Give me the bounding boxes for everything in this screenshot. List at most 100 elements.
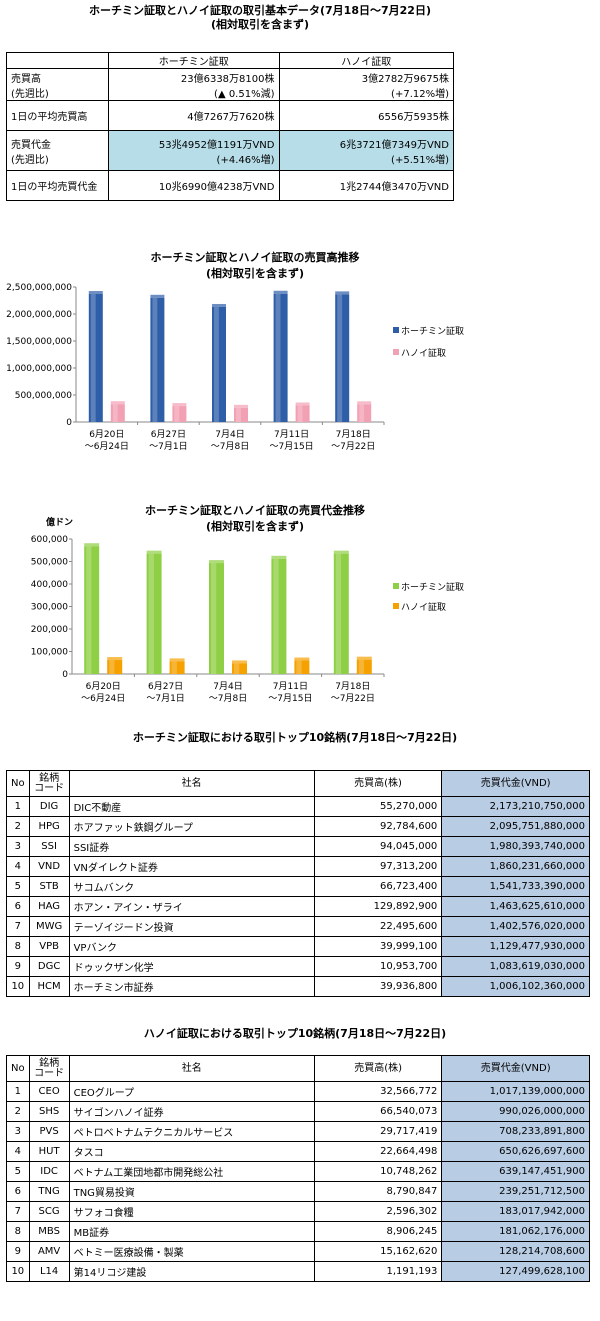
cell-value: 1,083,619,030,000: [441, 956, 590, 977]
row-label: 売買高 (先週比): [6, 68, 109, 101]
summary-title: ホーチミン証取とハノイ証取の取引基本データ(7月18日～7月22日): [89, 4, 431, 17]
bar-highlight: [112, 404, 118, 422]
y-tick-label: 500,000: [31, 558, 68, 568]
table-row: 4 HUT タスコ 22,664,498 650,626,697,600: [6, 1141, 590, 1162]
chart-legend: ホーチミン証取 ハノイ証取: [393, 581, 464, 613]
x-tick-label: 6月27日: [148, 681, 183, 692]
bar-cap: [169, 658, 185, 662]
cell-value: 1,017,139,000,000: [441, 1081, 590, 1102]
bar-hcm: [209, 563, 224, 674]
cell-no: 5: [6, 1161, 30, 1182]
cell-volume: 22,495,600: [313, 916, 443, 937]
hn-avg-volume: 6556万5935株: [278, 100, 454, 131]
cell-no: 3: [6, 836, 30, 857]
col-name: 社名: [68, 770, 315, 797]
cell-name: ホアン・アイン・ザライ: [68, 896, 315, 917]
bar-highlight: [236, 407, 241, 422]
bar-hn: [110, 404, 125, 422]
cell-name: CEOグループ: [68, 1081, 315, 1102]
bar-hn: [294, 660, 310, 674]
cell-no: 4: [6, 856, 30, 877]
y-tick-label: 0: [66, 418, 72, 428]
cell-volume: 8,906,245: [313, 1221, 443, 1242]
cell-code: AMV: [28, 1241, 70, 1262]
x-tick-label: 7月11日: [274, 429, 309, 440]
cell-name: VNダイレクト証券: [68, 856, 315, 877]
bar-cap: [273, 290, 288, 294]
bar-hn: [357, 404, 372, 422]
table-row: 10 HCM ホーチミン市証券 39,936,800 1,006,102,360,000: [6, 976, 590, 997]
bar-highlight: [234, 663, 240, 674]
hn-avg-value: 1兆2744億3470万VND: [278, 170, 454, 201]
y-tick-label: 2,000,000,000: [6, 310, 72, 320]
x-tick-label-2: ～7月8日: [209, 693, 247, 704]
bar-cap: [150, 294, 165, 298]
chart-subtitle: (相対取引を含まず): [206, 519, 304, 533]
bar-cap: [146, 550, 162, 554]
chart-title: ホーチミン証取とハノイ証取の売買代金推移: [145, 503, 365, 517]
x-tick-label: 7月4日: [215, 429, 244, 440]
bar-cap: [209, 560, 224, 564]
bar-highlight: [275, 293, 281, 422]
table-row: 1 DIG DIC不動産 55,270,000 2,173,210,750,000: [6, 796, 590, 817]
cell-name: テーゾイジードン投資: [68, 916, 315, 937]
hcm-volume: 23億6338万8100株 (▲ 0.51%減): [107, 68, 280, 101]
bar-cap: [357, 401, 372, 405]
cell-code: CEO: [28, 1081, 70, 1102]
row-label: 1日の平均売買代金: [6, 170, 109, 201]
cell-volume: 66,540,073: [313, 1101, 443, 1122]
cell-name: TNG貿易投資: [68, 1181, 315, 1202]
summary-subtitle: (相対取引を含まず): [210, 18, 310, 31]
cell-no: 5: [6, 876, 30, 897]
cell-no: 10: [6, 1261, 30, 1282]
bar-hn: [107, 660, 123, 674]
bar-highlight: [152, 297, 158, 422]
hcm-avg-value: 10兆6990億4238万VND: [107, 170, 280, 201]
bar-highlight: [90, 294, 96, 422]
cell-value: 1,541,733,390,000: [441, 876, 590, 897]
hn-volume: 3億2782万9675株 (+7.12%増): [278, 68, 454, 101]
bar-highlight: [337, 294, 343, 422]
cell-value: 1,860,231,660,000: [441, 856, 590, 877]
summary-row-value: 売買代金 (先週比) 53兆4952億1191万VND (+4.46%増) 6兆37…: [6, 130, 454, 171]
hcm-avg-volume: 4億7267万7620株: [107, 100, 280, 131]
y-tick-label: 2,500,000,000: [6, 283, 72, 293]
cell-no: 9: [6, 1241, 30, 1262]
summary-row-avg-value: 1日の平均売買代金 10兆6990億4238万VND 1兆2744億3470万V…: [6, 170, 454, 201]
cell-value: 128,214,708,600: [441, 1241, 590, 1262]
y-tick-label: 200,000: [31, 625, 68, 635]
cell-volume: 22,664,498: [313, 1141, 443, 1162]
col-value: 売買代金(VND): [441, 1055, 590, 1082]
cell-code: VPB: [28, 936, 70, 957]
table-row: 9 DGC ドゥックザン化学 10,953,700 1,083,619,030,000: [6, 956, 590, 977]
cell-value: 1,129,477,930,000: [441, 936, 590, 957]
bar-hn: [356, 659, 372, 674]
chart-unit: 億ドン: [46, 516, 73, 528]
cell-value: 708,233,891,800: [441, 1121, 590, 1142]
x-tick-label-2: ～7月22日: [331, 441, 375, 452]
cell-code: SHS: [28, 1101, 70, 1122]
row-label: 売買代金 (先週比): [6, 130, 109, 171]
cell-code: DIG: [28, 796, 70, 817]
cell-value: 2,173,210,750,000: [441, 796, 590, 817]
table-row: 2 SHS サイゴンハノイ証券 66,540,073 990,026,000,000: [6, 1101, 590, 1122]
cell-name: ペトロベトナムテクニカルサービス: [68, 1121, 315, 1142]
cell-code: HPG: [28, 816, 70, 837]
cell-name: ホアファット鉄鋼グループ: [68, 816, 315, 837]
legend-label-hn: ハノイ証取: [401, 347, 446, 359]
y-tick-label: 500,000,000: [15, 391, 73, 401]
bar-hcm: [84, 546, 100, 674]
bar-hcm: [212, 306, 226, 422]
cell-code: MWG: [28, 916, 70, 937]
cell-volume: 8,790,847: [313, 1181, 443, 1202]
y-tick-label: 300,000: [31, 603, 68, 613]
table-row: 8 VPB VPバンク 39,999,100 1,129,477,930,000: [6, 936, 590, 957]
cell-code: DGC: [28, 956, 70, 977]
bar-highlight: [358, 659, 365, 674]
bar-hn: [295, 405, 310, 422]
cell-no: 3: [6, 1121, 30, 1142]
x-tick-label-2: ～7月8日: [211, 441, 249, 452]
hn-top-table: No 銘柄 コード 社名 売買高(株) 売買代金(VND) 1 CEO CEOグループ…: [6, 1055, 590, 1282]
cell-value: 239,251,712,500: [441, 1181, 590, 1202]
col-code: 銘柄 コード: [28, 770, 70, 797]
